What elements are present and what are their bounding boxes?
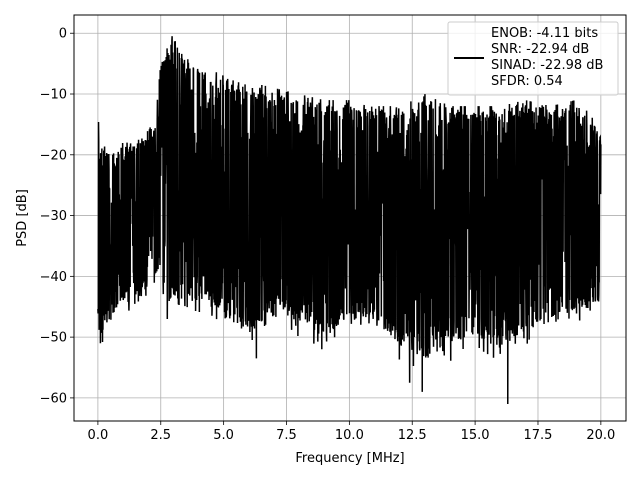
y-tick-label: −40 <box>40 270 67 285</box>
y-tick-label: 0 <box>59 27 67 42</box>
legend-box <box>447 21 619 96</box>
x-axis-ticks: 0.0 2.5 5.0 7.5 10.0 12.5 15.0 17.5 20.0 <box>88 421 615 443</box>
x-tick-label: 2.5 <box>150 428 171 443</box>
series-psd <box>97 36 602 404</box>
x-tick-label: 20.0 <box>586 428 615 443</box>
x-tick-label: 17.5 <box>524 428 553 443</box>
y-tick-label: −60 <box>40 391 67 406</box>
x-tick-label: 10.0 <box>335 428 364 443</box>
x-axis-label: Frequency [MHz] <box>295 451 404 466</box>
x-tick-label: 15.0 <box>461 428 490 443</box>
y-axis-ticks: 0 −10 −20 −30 −40 −50 −60 <box>40 27 74 406</box>
x-tick-label: 0.0 <box>88 428 109 443</box>
y-tick-label: −50 <box>40 331 67 346</box>
y-axis-label: PSD [dB] <box>15 189 30 247</box>
x-tick-label: 12.5 <box>398 428 427 443</box>
plot-frame <box>73 14 627 422</box>
x-tick-label: 7.5 <box>276 428 297 443</box>
legend-entry-snr: SNR: -22.94 dB <box>491 42 589 57</box>
x-tick-label: 5.0 <box>213 428 234 443</box>
legend-entry-sinad: SINAD: -22.98 dB <box>491 58 603 73</box>
y-tick-label: −20 <box>40 148 67 163</box>
y-tick-label: −10 <box>40 88 67 103</box>
legend: ENOB: -4.11 bits SNR: -22.94 dB SINAD: -… <box>447 21 619 96</box>
y-tick-label: −30 <box>40 209 67 224</box>
legend-entry-enob: ENOB: -4.11 bits <box>491 26 598 41</box>
psd-line <box>97 36 602 404</box>
legend-entry-sfdr: SFDR: 0.54 <box>491 74 563 89</box>
